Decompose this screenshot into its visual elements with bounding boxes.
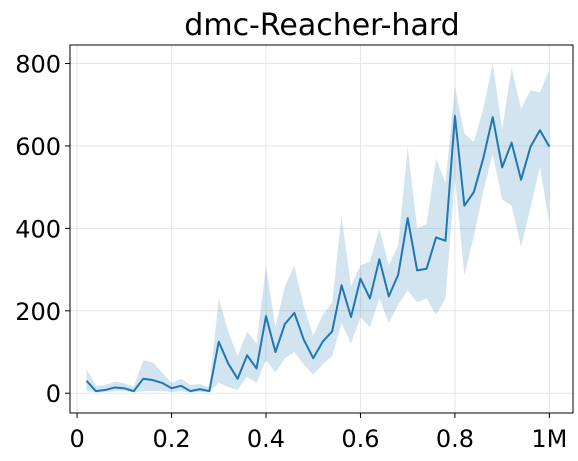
- x-tick-label: 0.8: [436, 425, 474, 453]
- data-point: [435, 236, 437, 238]
- y-tick-label: 0: [46, 380, 61, 408]
- data-point: [322, 341, 324, 343]
- data-point: [265, 315, 267, 317]
- x-tick-label: 0.2: [152, 425, 190, 453]
- data-point: [426, 268, 428, 270]
- data-point: [114, 386, 116, 388]
- data-point: [511, 142, 513, 144]
- data-point: [416, 269, 418, 271]
- y-tick-label: 600: [15, 133, 61, 161]
- y-tick-label: 200: [15, 298, 61, 326]
- data-point: [407, 217, 409, 219]
- data-point: [218, 341, 220, 343]
- axes-frame: [69, 44, 574, 414]
- data-point: [473, 191, 475, 193]
- y-axis-ticks: 0 200 400 600 800: [15, 51, 70, 408]
- y-tick-label: 800: [15, 51, 61, 79]
- data-point: [548, 146, 550, 148]
- x-tick-label: 1M: [531, 425, 567, 453]
- data-point: [492, 116, 494, 118]
- data-point: [454, 115, 456, 117]
- data-point: [237, 378, 239, 380]
- data-point: [331, 330, 333, 332]
- data-point: [359, 278, 361, 280]
- data-point: [227, 363, 229, 365]
- plot-frame: [69, 44, 574, 414]
- data-point: [123, 387, 125, 389]
- y-tick-label: 400: [15, 215, 61, 243]
- x-tick-label: 0.6: [341, 425, 379, 453]
- data-point: [501, 166, 503, 168]
- data-point: [171, 387, 173, 389]
- data-point: [104, 389, 106, 391]
- data-point: [444, 240, 446, 242]
- data-point: [274, 351, 276, 353]
- chart-title: dmc-Reacher-hard: [184, 8, 459, 43]
- data-point: [397, 274, 399, 276]
- confidence-band: [86, 63, 550, 393]
- data-point: [369, 297, 371, 299]
- confidence-band-layer: [86, 63, 550, 393]
- data-point: [152, 379, 154, 381]
- data-point: [199, 388, 201, 390]
- data-point: [341, 284, 343, 286]
- x-tick-label: 0: [69, 425, 84, 453]
- data-point: [482, 157, 484, 159]
- data-point: [284, 323, 286, 325]
- data-point: [312, 357, 314, 359]
- series-line: [85, 114, 551, 393]
- data-point: [161, 382, 163, 384]
- data-point: [378, 258, 380, 260]
- data-point: [388, 295, 390, 297]
- data-point: [539, 129, 541, 131]
- data-point: [208, 390, 210, 392]
- data-point: [303, 339, 305, 341]
- data-point: [350, 316, 352, 318]
- data-point: [256, 367, 258, 369]
- data-point: [189, 390, 191, 392]
- data-point: [86, 380, 88, 382]
- data-point: [463, 205, 465, 207]
- data-point: [95, 390, 97, 392]
- data-point: [142, 378, 144, 380]
- x-axis-ticks: 0 0.2 0.4 0.6 0.8 1M: [69, 413, 567, 453]
- x-tick-label: 0.4: [247, 425, 285, 453]
- data-point: [529, 146, 531, 148]
- series-line-layer: [85, 114, 551, 393]
- data-point: [246, 354, 248, 356]
- grid: [70, 45, 573, 413]
- data-point: [293, 312, 295, 314]
- data-point: [180, 385, 182, 387]
- data-point: [520, 179, 522, 181]
- data-point: [133, 390, 135, 392]
